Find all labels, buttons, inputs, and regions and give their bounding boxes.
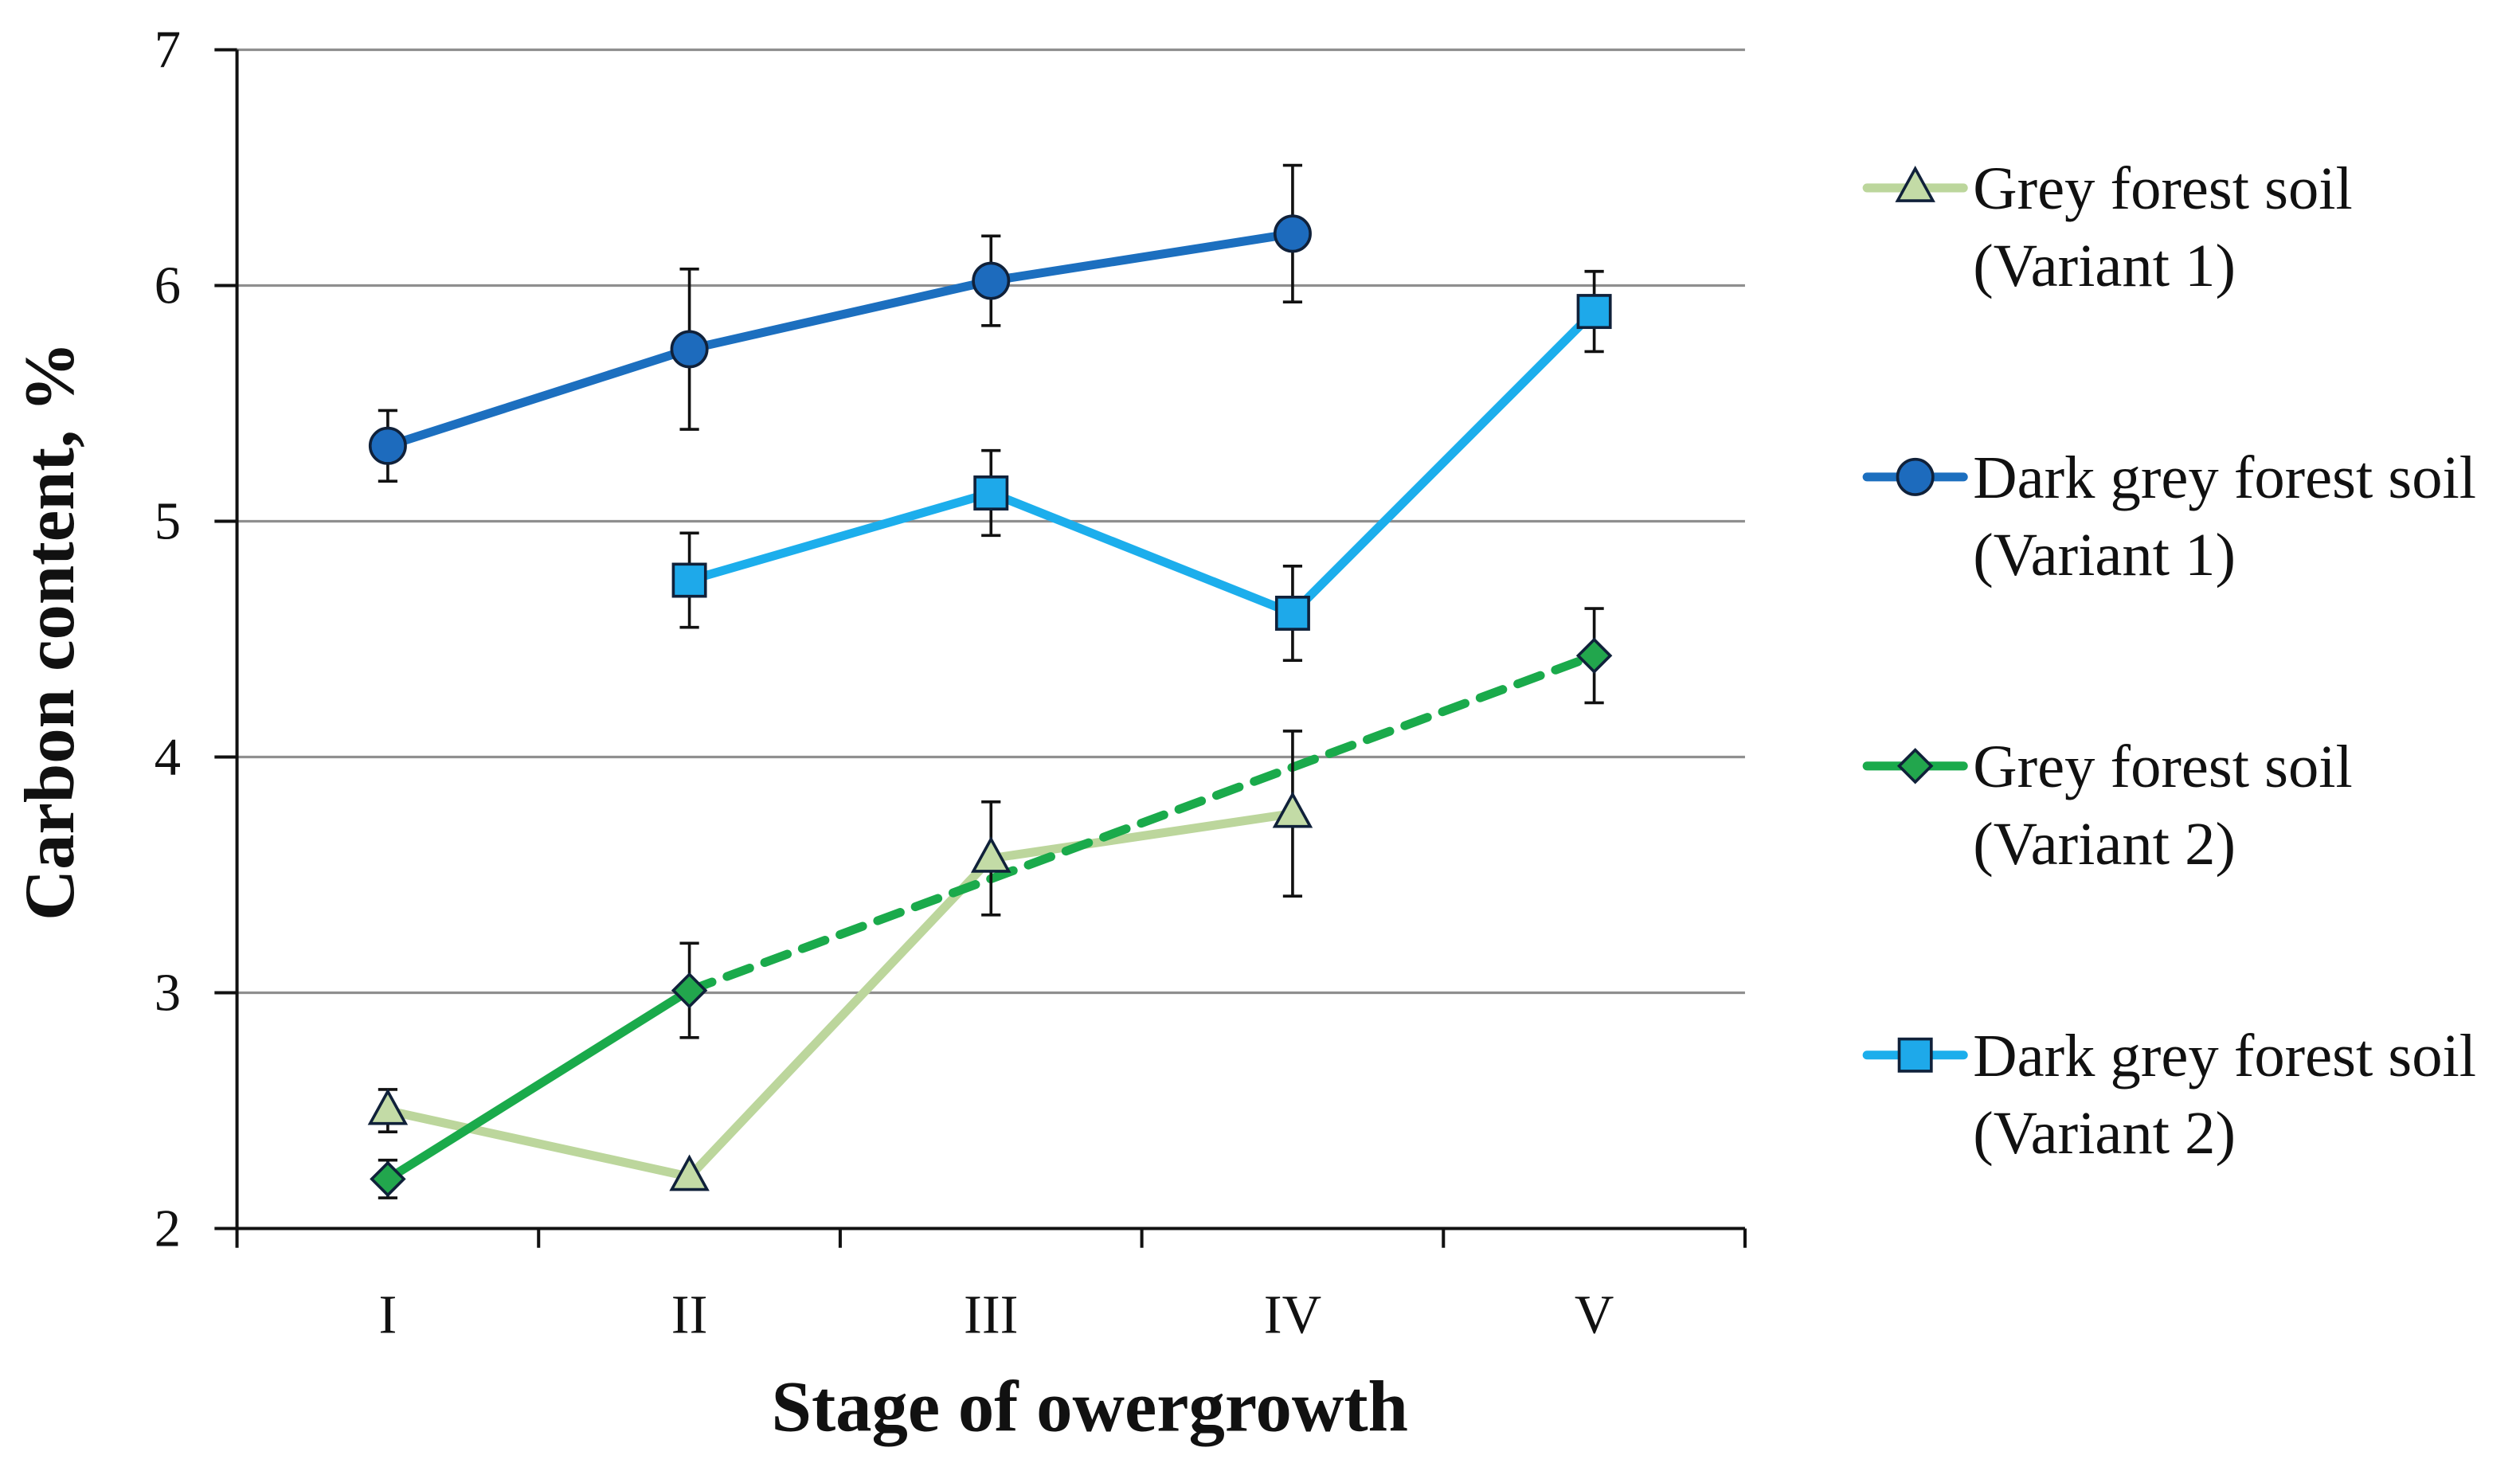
legend-item: Dark grey forest soil (Variant 2): [1862, 1022, 2476, 1167]
legend-item: Grey forest soil (Variant 2): [1862, 733, 2353, 878]
series-4-point: [1274, 595, 1310, 631]
legend-variant-label: (Variant 2): [1973, 1099, 2236, 1167]
x-tick-label: I: [378, 1285, 397, 1345]
y-tick-label: 6: [155, 257, 181, 315]
series-2-point: [368, 426, 407, 465]
series-2-point: [972, 261, 1011, 300]
series-4-line-segment: [685, 488, 996, 585]
x-tick-label: V: [1575, 1285, 1614, 1345]
legend-item: Dark grey forest soil (Variant 1): [1862, 444, 2476, 589]
legend-label: Dark grey forest soil: [1973, 444, 2476, 511]
data-markers: [367, 214, 1613, 1198]
legend-square-marker: [1897, 1037, 1933, 1073]
series-3-point: [1575, 637, 1613, 674]
series-3-point: [370, 1160, 406, 1198]
series-4-line-segment: [1288, 307, 1599, 618]
series-2-point: [670, 330, 709, 369]
legend-circle-marker: [1896, 457, 1935, 496]
series-4-line-segment: [986, 488, 1297, 618]
series-1-point: [669, 1154, 710, 1191]
legend-diamond-marker: [1896, 748, 1934, 784]
series-4-point: [1576, 294, 1612, 330]
y-tick-label: 4: [155, 729, 181, 787]
series-1-line-segment: [685, 854, 996, 1181]
series-1-point: [367, 1088, 409, 1125]
legend-item: Grey forest soil (Variant 1): [1862, 155, 2353, 299]
series-4-point: [973, 475, 1009, 511]
series-lines: [383, 229, 1599, 1183]
series-3-line-segment: [383, 986, 695, 1183]
legend-label: Grey forest soil: [1973, 733, 2353, 800]
series-3-point: [671, 972, 708, 1009]
series-1-point: [1272, 791, 1313, 828]
series-3-line-segment: [685, 651, 1599, 996]
series-4-point: [671, 562, 707, 598]
series-2-point: [1273, 214, 1312, 253]
legend-variant-label: (Variant 1): [1973, 232, 2236, 299]
legend-label: Dark grey forest soil: [1973, 1022, 2476, 1090]
y-tick-label: 7: [155, 22, 181, 80]
axes: [214, 48, 1747, 1248]
series-1-line-segment: [383, 1105, 695, 1181]
x-tick-label: III: [964, 1285, 1018, 1345]
series-2-line-segment: [685, 276, 996, 354]
x-tick-label: II: [671, 1285, 708, 1345]
y-axis-title: Carbon content, %: [11, 342, 89, 921]
y-tick-label: 3: [155, 964, 181, 1023]
legend-triangle-marker: [1895, 165, 1935, 202]
y-tick-label: 2: [155, 1200, 181, 1258]
legend-variant-label: (Variant 1): [1973, 521, 2236, 589]
x-tick-label: IV: [1264, 1285, 1321, 1345]
y-tick-label: 5: [155, 493, 181, 551]
series-2-line-segment: [383, 344, 695, 451]
series-1-line-segment: [986, 809, 1297, 863]
legend-variant-label: (Variant 2): [1973, 810, 2236, 878]
series-1-point: [971, 835, 1012, 873]
series-2-line-segment: [986, 229, 1297, 286]
error-bars: [378, 163, 1604, 1199]
legend-label: Grey forest soil: [1973, 155, 2353, 222]
legend: Grey forest soil(Variant 1)Dark grey for…: [1862, 155, 2476, 1167]
x-axis-title: Stage of owergrowth: [772, 1367, 1409, 1447]
